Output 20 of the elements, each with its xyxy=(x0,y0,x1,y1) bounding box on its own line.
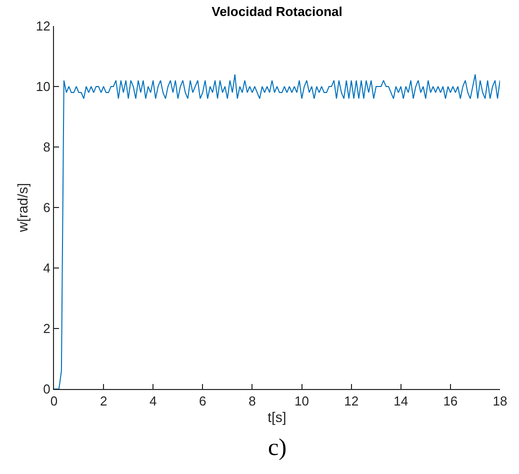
y-axis-title: w[rad/s] xyxy=(14,182,31,234)
y-tick-label: 10 xyxy=(36,79,50,94)
y-tick-label: 4 xyxy=(43,260,50,276)
y-tick-label: 2 xyxy=(43,321,50,336)
x-tick-label: 8 xyxy=(248,394,256,409)
x-tick-label: 16 xyxy=(443,394,458,409)
y-tick-label: 12 xyxy=(36,18,50,34)
chart-title: Velocidad Rotacional xyxy=(212,4,342,20)
x-tick-label: 2 xyxy=(100,394,108,409)
y-tick-label: 6 xyxy=(43,200,50,216)
x-tick-label: 12 xyxy=(344,394,359,409)
x-tick-label: 10 xyxy=(294,394,310,409)
y-tick-label: 0 xyxy=(43,382,50,397)
x-tick-label: 4 xyxy=(149,394,157,409)
y-tick-label: 8 xyxy=(43,140,50,155)
x-tick-label: 18 xyxy=(492,394,508,409)
x-tick-label: 14 xyxy=(394,394,408,409)
x-tick-label: 6 xyxy=(199,394,206,409)
text: c) xyxy=(268,435,287,461)
x-axis-title: t[s] xyxy=(268,408,286,425)
